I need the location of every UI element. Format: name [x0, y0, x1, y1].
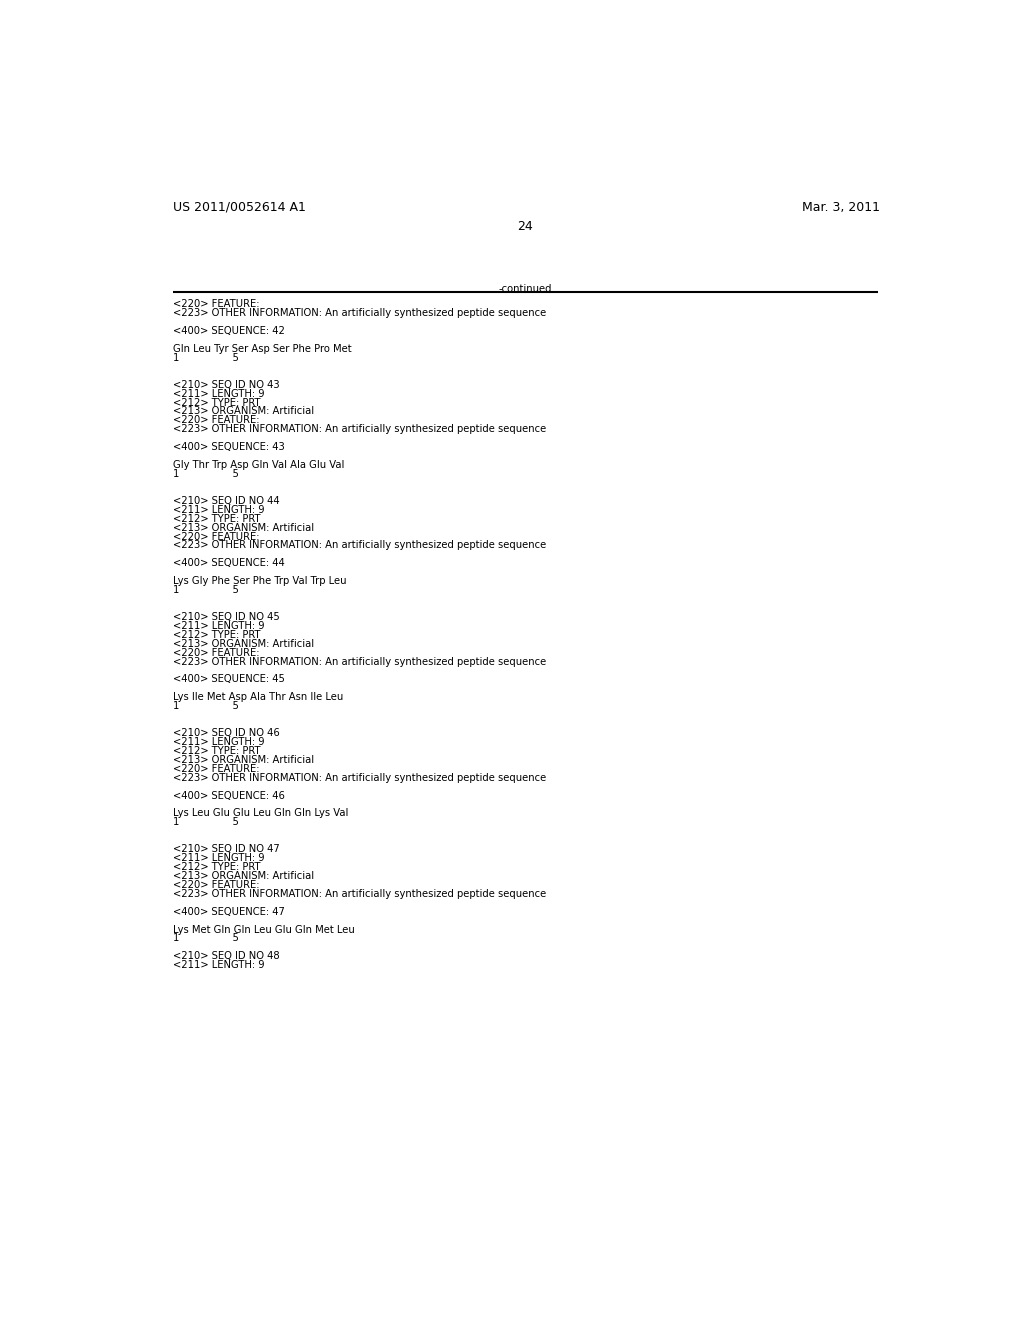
Text: Lys Ile Met Asp Ala Thr Asn Ile Leu: Lys Ile Met Asp Ala Thr Asn Ile Leu: [173, 692, 343, 702]
Text: <210> SEQ ID NO 44: <210> SEQ ID NO 44: [173, 496, 280, 506]
Text: <210> SEQ ID NO 43: <210> SEQ ID NO 43: [173, 380, 280, 389]
Text: <213> ORGANISM: Artificial: <213> ORGANISM: Artificial: [173, 523, 314, 532]
Text: <223> OTHER INFORMATION: An artificially synthesized peptide sequence: <223> OTHER INFORMATION: An artificially…: [173, 424, 546, 434]
Text: <212> TYPE: PRT: <212> TYPE: PRT: [173, 746, 260, 756]
Text: <400> SEQUENCE: 45: <400> SEQUENCE: 45: [173, 675, 285, 685]
Text: <213> ORGANISM: Artificial: <213> ORGANISM: Artificial: [173, 639, 314, 648]
Text: <212> TYPE: PRT: <212> TYPE: PRT: [173, 630, 260, 640]
Text: <220> FEATURE:: <220> FEATURE:: [173, 300, 259, 309]
Text: <223> OTHER INFORMATION: An artificially synthesized peptide sequence: <223> OTHER INFORMATION: An artificially…: [173, 772, 546, 783]
Text: <211> LENGTH: 9: <211> LENGTH: 9: [173, 620, 264, 631]
Text: <211> LENGTH: 9: <211> LENGTH: 9: [173, 388, 264, 399]
Text: <213> ORGANISM: Artificial: <213> ORGANISM: Artificial: [173, 755, 314, 764]
Text: 1                 5: 1 5: [173, 933, 239, 944]
Text: <223> OTHER INFORMATION: An artificially synthesized peptide sequence: <223> OTHER INFORMATION: An artificially…: [173, 656, 546, 667]
Text: 1                 5: 1 5: [173, 352, 239, 363]
Text: <213> ORGANISM: Artificial: <213> ORGANISM: Artificial: [173, 407, 314, 417]
Text: <212> TYPE: PRT: <212> TYPE: PRT: [173, 513, 260, 524]
Text: <223> OTHER INFORMATION: An artificially synthesized peptide sequence: <223> OTHER INFORMATION: An artificially…: [173, 540, 546, 550]
Text: Mar. 3, 2011: Mar. 3, 2011: [802, 201, 880, 214]
Text: <212> TYPE: PRT: <212> TYPE: PRT: [173, 862, 260, 873]
Text: <213> ORGANISM: Artificial: <213> ORGANISM: Artificial: [173, 871, 314, 880]
Text: <400> SEQUENCE: 44: <400> SEQUENCE: 44: [173, 558, 285, 569]
Text: <220> FEATURE:: <220> FEATURE:: [173, 648, 259, 657]
Text: Lys Leu Glu Glu Leu Gln Gln Lys Val: Lys Leu Glu Glu Leu Gln Gln Lys Val: [173, 808, 348, 818]
Text: <211> LENGTH: 9: <211> LENGTH: 9: [173, 737, 264, 747]
Text: Gly Thr Trp Asp Gln Val Ala Glu Val: Gly Thr Trp Asp Gln Val Ala Glu Val: [173, 461, 344, 470]
Text: <220> FEATURE:: <220> FEATURE:: [173, 416, 259, 425]
Text: <210> SEQ ID NO 46: <210> SEQ ID NO 46: [173, 729, 280, 738]
Text: <400> SEQUENCE: 46: <400> SEQUENCE: 46: [173, 791, 285, 800]
Text: Lys Met Gln Gln Leu Glu Gln Met Leu: Lys Met Gln Gln Leu Glu Gln Met Leu: [173, 924, 354, 935]
Text: <211> LENGTH: 9: <211> LENGTH: 9: [173, 853, 264, 863]
Text: <400> SEQUENCE: 47: <400> SEQUENCE: 47: [173, 907, 285, 916]
Text: <210> SEQ ID NO 45: <210> SEQ ID NO 45: [173, 612, 280, 622]
Text: <211> LENGTH: 9: <211> LENGTH: 9: [173, 504, 264, 515]
Text: 1                 5: 1 5: [173, 701, 239, 711]
Text: <220> FEATURE:: <220> FEATURE:: [173, 532, 259, 541]
Text: <220> FEATURE:: <220> FEATURE:: [173, 764, 259, 774]
Text: <210> SEQ ID NO 47: <210> SEQ ID NO 47: [173, 845, 280, 854]
Text: <211> LENGTH: 9: <211> LENGTH: 9: [173, 960, 264, 970]
Text: <400> SEQUENCE: 42: <400> SEQUENCE: 42: [173, 326, 285, 337]
Text: <210> SEQ ID NO 48: <210> SEQ ID NO 48: [173, 952, 280, 961]
Text: US 2011/0052614 A1: US 2011/0052614 A1: [173, 201, 306, 214]
Text: Lys Gly Phe Ser Phe Trp Val Trp Leu: Lys Gly Phe Ser Phe Trp Val Trp Leu: [173, 577, 346, 586]
Text: 1                 5: 1 5: [173, 585, 239, 595]
Text: <223> OTHER INFORMATION: An artificially synthesized peptide sequence: <223> OTHER INFORMATION: An artificially…: [173, 309, 546, 318]
Text: Gln Leu Tyr Ser Asp Ser Phe Pro Met: Gln Leu Tyr Ser Asp Ser Phe Pro Met: [173, 345, 351, 354]
Text: <223> OTHER INFORMATION: An artificially synthesized peptide sequence: <223> OTHER INFORMATION: An artificially…: [173, 888, 546, 899]
Text: <212> TYPE: PRT: <212> TYPE: PRT: [173, 397, 260, 408]
Text: <220> FEATURE:: <220> FEATURE:: [173, 880, 259, 890]
Text: <400> SEQUENCE: 43: <400> SEQUENCE: 43: [173, 442, 285, 453]
Text: 24: 24: [517, 220, 532, 234]
Text: 1                 5: 1 5: [173, 469, 239, 479]
Text: 1                 5: 1 5: [173, 817, 239, 828]
Text: -continued: -continued: [498, 284, 552, 294]
